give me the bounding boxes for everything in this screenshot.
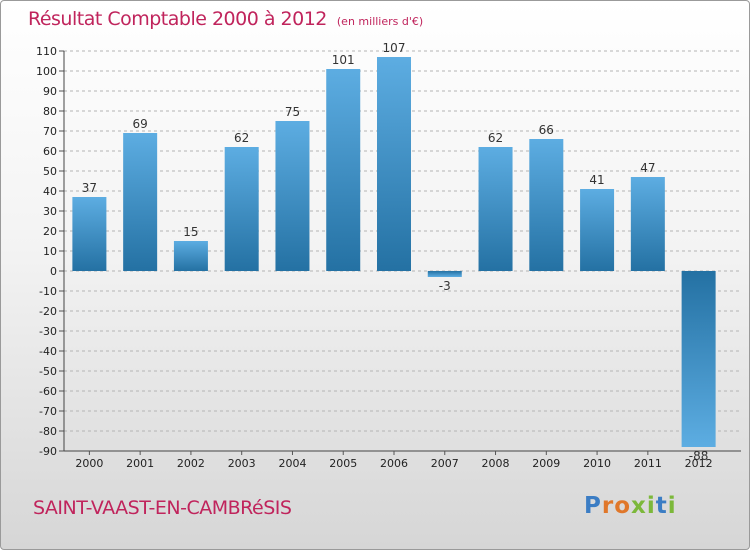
data-label-2008: 62 <box>488 131 503 145</box>
bar-2002 <box>173 241 208 271</box>
logo-letter: P <box>584 493 602 519</box>
data-label-2007: -3 <box>439 279 451 293</box>
bar-2000 <box>72 197 107 271</box>
chart-subtitle: (en milliers d'€) <box>336 15 424 28</box>
data-label-2004: 75 <box>285 105 300 119</box>
y-tick-label: -60 <box>39 385 57 398</box>
y-tick-label: 100 <box>36 65 57 78</box>
bar-2001 <box>123 133 158 271</box>
logo-letter: i <box>667 493 677 519</box>
bar-2003 <box>224 147 259 271</box>
x-tick-label: 2000 <box>75 457 103 470</box>
logo-letter: t <box>655 493 668 519</box>
chart-header: Résultat Comptable 2000 à 2012 (en millie… <box>28 8 423 30</box>
data-label-2009: 66 <box>539 123 554 137</box>
bar-2006 <box>377 57 411 271</box>
y-tick-label: -20 <box>39 305 57 318</box>
bar-2008 <box>478 147 513 271</box>
y-tick-label: -70 <box>39 405 57 418</box>
data-label-2000: 37 <box>82 181 97 195</box>
y-tick-label: -40 <box>39 345 57 358</box>
x-tick-label: 2009 <box>532 457 560 470</box>
logo-letter: o <box>614 493 632 519</box>
commune-name: SAINT-VAAST-EN-CAMBRéSIS <box>33 497 292 519</box>
y-tick-label: 10 <box>43 245 57 258</box>
x-tick-label: 2012 <box>685 457 713 470</box>
y-tick-label: 50 <box>43 165 57 178</box>
data-label-2005: 101 <box>332 53 355 67</box>
x-tick-label: 2008 <box>482 457 510 470</box>
x-tick-label: 2001 <box>126 457 154 470</box>
chart-title: Résultat Comptable 2000 à 2012 <box>28 8 327 30</box>
bar-2009 <box>529 139 564 271</box>
bar-2004 <box>275 121 310 271</box>
y-tick-label: -80 <box>39 425 57 438</box>
y-tick-label: 30 <box>43 205 57 218</box>
x-tick-label: 2007 <box>431 457 459 470</box>
x-tick-label: 2004 <box>278 457 306 470</box>
logo-letter: i <box>646 493 656 519</box>
bar-2007 <box>427 271 462 277</box>
y-tick-label: 60 <box>43 145 57 158</box>
y-tick-label: -50 <box>39 365 57 378</box>
x-tick-label: 2010 <box>583 457 611 470</box>
data-label-2002: 15 <box>183 225 198 239</box>
x-tick-label: 2003 <box>228 457 256 470</box>
y-tick-label: 20 <box>43 225 57 238</box>
data-label-2012: -88 <box>689 449 709 463</box>
y-tick-label: -30 <box>39 325 57 338</box>
data-label-2001: 69 <box>133 117 148 131</box>
y-tick-label: 110 <box>36 45 57 58</box>
x-tick-label: 2011 <box>634 457 662 470</box>
data-label-2011: 47 <box>640 161 655 175</box>
bar-2011 <box>630 177 665 271</box>
y-tick-label: -90 <box>39 445 57 458</box>
bar-2010 <box>580 189 615 271</box>
x-tick-label: 2005 <box>329 457 357 470</box>
y-tick-label: 70 <box>43 125 57 138</box>
y-tick-label: 40 <box>43 185 57 198</box>
y-tick-label: -10 <box>39 285 57 298</box>
x-tick-label: 2002 <box>177 457 205 470</box>
bar-2012 <box>681 271 716 447</box>
proxiti-logo[interactable]: Proxiti <box>584 493 677 519</box>
logo-letter: r <box>601 493 615 519</box>
data-label-2003: 62 <box>234 131 249 145</box>
y-tick-label: 80 <box>43 105 57 118</box>
x-tick-label: 2006 <box>380 457 408 470</box>
logo-letter: x <box>631 493 647 519</box>
bar-2005 <box>326 69 361 271</box>
y-tick-label: 0 <box>50 265 57 278</box>
data-label-2006: 107 <box>383 41 406 55</box>
data-label-2010: 41 <box>589 173 604 187</box>
y-tick-label: 90 <box>43 85 57 98</box>
